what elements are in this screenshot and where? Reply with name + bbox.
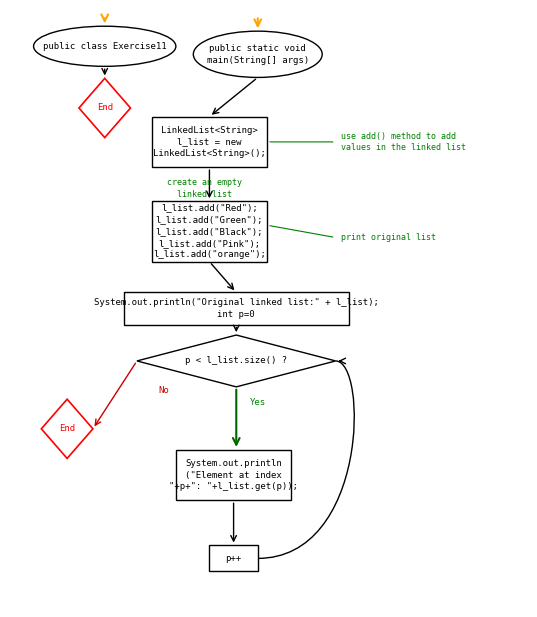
Text: public static void
main(String[] args): public static void main(String[] args) [207, 44, 309, 65]
Text: Yes: Yes [250, 398, 266, 407]
Text: End: End [59, 424, 75, 433]
Text: System.out.println("Original linked list:" + l_list);
int p=0: System.out.println("Original linked list… [94, 298, 379, 319]
Bar [124, 292, 349, 325]
Polygon shape [79, 78, 130, 138]
Text: No: No [158, 386, 169, 395]
Text: End: End [97, 104, 113, 112]
Text: print original list: print original list [341, 233, 436, 242]
Text: use add() method to add
values in the linked list: use add() method to add values in the li… [341, 131, 466, 152]
Text: System.out.println
("Element at index
"+p+": "+l_list.get(p));: System.out.println ("Element at index "+… [169, 459, 298, 491]
Text: public class Exercise11: public class Exercise11 [43, 42, 166, 51]
Bar [176, 450, 291, 500]
Bar [152, 201, 267, 262]
Text: l_list.add("Red");
l_list.add("Green");
l_list.add("Black");
l_list.add("Pink");: l_list.add("Red"); l_list.add("Green"); … [153, 203, 266, 260]
Bar [152, 117, 267, 167]
Text: p < l_list.size() ?: p < l_list.size() ? [185, 357, 287, 365]
Text: create an empty
linked list: create an empty linked list [166, 178, 242, 199]
Bar [209, 545, 258, 571]
Text: LinkedList<String>
l_list = new
LinkedList<String>();: LinkedList<String> l_list = new LinkedLi… [153, 126, 266, 158]
Text: p++: p++ [226, 554, 242, 563]
Polygon shape [137, 335, 336, 387]
Polygon shape [41, 399, 93, 458]
Ellipse shape [193, 31, 322, 78]
Ellipse shape [33, 26, 176, 67]
